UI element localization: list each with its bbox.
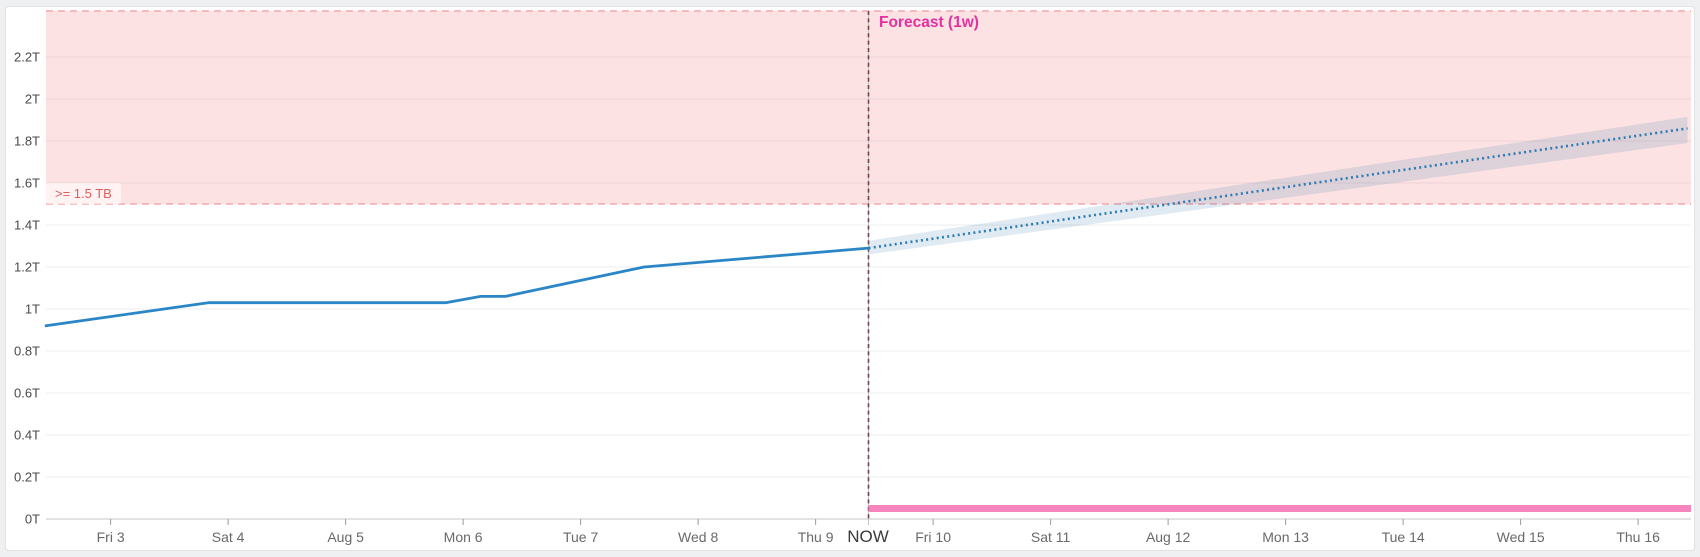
x-tick-label: Wed 15: [1497, 529, 1545, 545]
x-tick-label: Tue 14: [1382, 529, 1425, 545]
y-tick-label: 1T: [25, 302, 40, 317]
x-tick-label: Mon 6: [444, 529, 483, 545]
history-line[interactable]: [44, 246, 870, 328]
chart-panel: 0T 0.2T 0.4T 0.6T 0.8T 1T 1.2T 1.4T 1.6T 1.8T 2T 2.…: [5, 6, 1695, 551]
now-marker-label: NOW: [847, 527, 889, 546]
x-tick-label: Aug 12: [1146, 529, 1191, 545]
y-tick-label: 0.2T: [14, 470, 40, 485]
x-tick-label: Aug 5: [327, 529, 364, 545]
x-tick-label: Fri 3: [97, 529, 125, 545]
y-tick-label: 0.6T: [14, 386, 40, 401]
x-tick-label: Thu 16: [1616, 529, 1660, 545]
y-tick-label: 0.4T: [14, 428, 40, 443]
x-tick-label: Tue 7: [563, 529, 598, 545]
x-tick-label: Fri 10: [915, 529, 951, 545]
forecast-chart-svg[interactable]: 0T 0.2T 0.4T 0.6T 0.8T 1T 1.2T 1.4T 1.6T 1.8T 2T 2.…: [6, 7, 1695, 551]
forecast-dotted-line[interactable]: [868, 127, 1688, 250]
x-tick-label: Sat 4: [212, 529, 245, 545]
y-tick-label: 1.6T: [14, 176, 40, 191]
plot-area[interactable]: [46, 11, 1691, 519]
forecast-annotation-label: Forecast (1w): [879, 14, 979, 31]
secondary-forecast-bar[interactable]: [868, 505, 1692, 512]
y-tick-label: 1.4T: [14, 218, 40, 233]
forecast-chart[interactable]: 0T 0.2T 0.4T 0.6T 0.8T 1T 1.2T 1.4T 1.6T 1.8T 2T 2.…: [6, 7, 1695, 551]
y-tick-label: 2.2T: [14, 50, 40, 65]
y-tick-label: 0T: [25, 512, 40, 527]
y-tick-label: 2T: [25, 92, 40, 107]
x-tick-label: Wed 8: [678, 529, 718, 545]
x-tick-label: Mon 13: [1262, 529, 1309, 545]
x-tick-label: Sat 11: [1031, 529, 1071, 545]
x-tick-label: Thu 9: [798, 529, 834, 545]
y-tick-label: 1.8T: [14, 134, 40, 149]
y-tick-label: 1.2T: [14, 260, 40, 275]
threshold-label: >= 1.5 TB: [46, 183, 121, 204]
forecast-confidence-band: [868, 116, 1688, 255]
y-tick-label: 0.8T: [14, 344, 40, 359]
